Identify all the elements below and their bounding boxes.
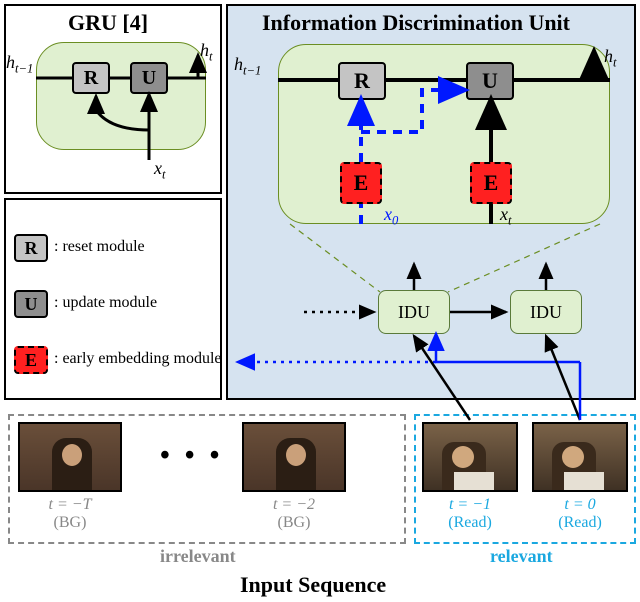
thumb-t-negT bbox=[18, 422, 122, 492]
label-t-negT: t = −T (BG) bbox=[18, 496, 122, 532]
idu-module-U: U bbox=[466, 62, 514, 100]
idu-title: Information Discrimination Unit bbox=[262, 10, 570, 36]
gru-module-R: R bbox=[72, 62, 110, 94]
relevant-label: relevant bbox=[490, 546, 553, 567]
gru-h-prev: ht−1 bbox=[6, 52, 33, 77]
legend-U: U bbox=[14, 290, 48, 318]
label-t-neg1: t = −1 (Read) bbox=[422, 496, 518, 532]
legend-R: R bbox=[14, 234, 48, 262]
gru-x: xt bbox=[154, 158, 166, 183]
input-sequence-title: Input Sequence bbox=[240, 572, 386, 598]
legend-E-desc: : early embedding module bbox=[54, 350, 222, 368]
thumb-t-neg1 bbox=[422, 422, 518, 492]
legend-U-desc: : update module bbox=[54, 294, 157, 312]
gru-module-U: U bbox=[130, 62, 168, 94]
thumb-t-neg2 bbox=[242, 422, 346, 492]
idu-h-next: ht bbox=[604, 46, 617, 71]
gru-title: GRU [4] bbox=[68, 10, 148, 36]
idu-x0: x0 bbox=[384, 204, 398, 229]
idu-green-area bbox=[278, 44, 610, 224]
label-t-neg2: t = −2 (BG) bbox=[242, 496, 346, 532]
legend-E: E bbox=[14, 346, 48, 374]
idu-module-R: R bbox=[338, 62, 386, 100]
idu-box-left: IDU bbox=[378, 290, 450, 334]
gru-h-next: ht bbox=[200, 40, 213, 65]
idu-module-E-right: E bbox=[470, 162, 512, 204]
idu-module-E-left: E bbox=[340, 162, 382, 204]
gru-green-area bbox=[36, 42, 206, 150]
irrelevant-label: irrelevant bbox=[160, 546, 236, 567]
sequence-dots: • • • bbox=[160, 440, 223, 472]
idu-xt: xt bbox=[500, 204, 512, 229]
thumb-t-0 bbox=[532, 422, 628, 492]
label-t-0: t = 0 (Read) bbox=[532, 496, 628, 532]
idu-box-right: IDU bbox=[510, 290, 582, 334]
legend-R-desc: : reset module bbox=[54, 238, 145, 256]
idu-h-prev: ht−1 bbox=[234, 54, 261, 79]
